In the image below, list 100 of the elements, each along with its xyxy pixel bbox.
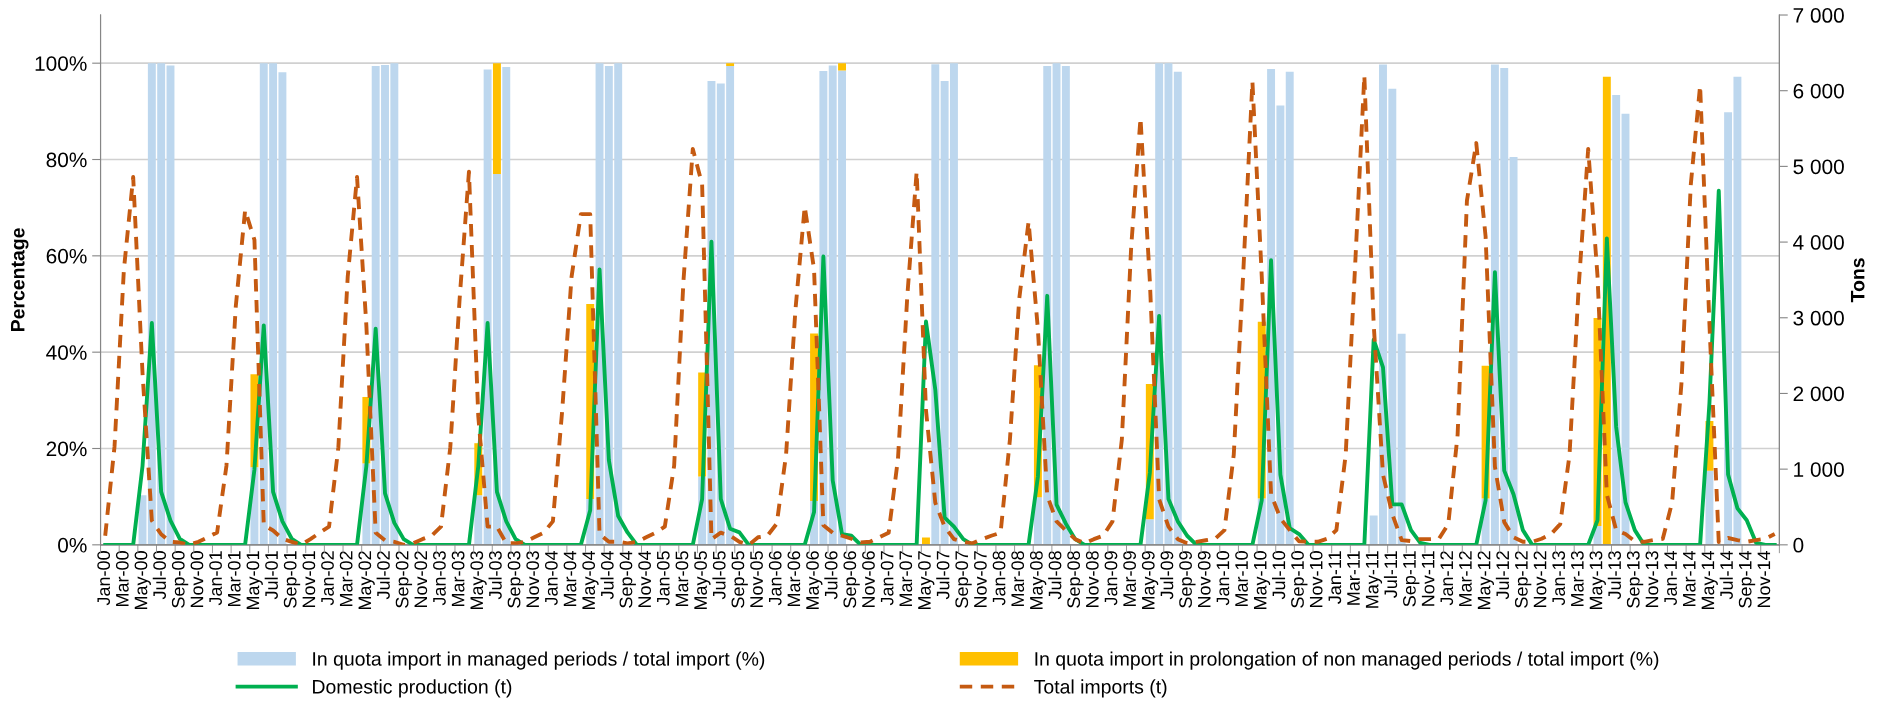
x-tick-label: May-00 <box>134 551 151 610</box>
x-tick-label: May-06 <box>806 551 823 610</box>
x-tick-label: Sep-03 <box>507 551 524 608</box>
y-tick-label: 100% <box>35 56 87 71</box>
x-tick-label: Nov-11 <box>1421 551 1435 606</box>
x-tick-label: May-13 <box>1589 551 1606 610</box>
x-tick-label: Nov-12 <box>1533 551 1547 608</box>
x-tick-label: Nov-10 <box>1309 551 1323 608</box>
x-tick-label: Nov-14 <box>1757 550 1771 608</box>
x-tick-label: Mar-00 <box>115 551 129 607</box>
x-tick-label: Jan-08 <box>992 551 1006 606</box>
y-tick-label: 80% <box>46 152 87 168</box>
x-tick-label: Mar-02 <box>339 551 353 607</box>
x-tick-label: Nov-00 <box>190 551 204 608</box>
bar <box>726 63 735 67</box>
y2-tick-label: 6 000 <box>1793 83 1844 99</box>
x-tick-label: Nov-05 <box>750 551 763 608</box>
x-tick-label: Jul-14 <box>1719 550 1733 600</box>
x-tick-label: Mar-10 <box>1235 551 1248 607</box>
x-tick-label: Nov-09 <box>1197 551 1211 608</box>
x-tick-label: Sep-12 <box>1514 551 1532 608</box>
x-tick-label: May-05 <box>694 551 711 610</box>
x-tick-label: Mar-07 <box>899 551 913 607</box>
x-tick-label: Mar-01 <box>227 551 241 607</box>
x-tick-label: Nov-03 <box>526 551 540 608</box>
x-tick-label: Jul-08 <box>1048 551 1062 600</box>
y2-axis-title: Tons <box>1850 258 1865 303</box>
x-tick-label: May-11 <box>1365 551 1383 608</box>
bar <box>474 495 483 545</box>
x-tick-label: Jan-12 <box>1440 551 1454 606</box>
x-tick-label: Nov-02 <box>414 551 428 608</box>
x-tick-label: Jan-11 <box>1328 551 1342 604</box>
x-tick-label: Sep-02 <box>395 551 413 608</box>
x-tick-label: May-03 <box>470 551 487 610</box>
x-tick-label: Jan-05 <box>656 551 670 606</box>
bar <box>838 63 846 71</box>
x-tick-label: Nov-08 <box>1085 551 1099 608</box>
x-tick-label: Sep-09 <box>1179 551 1196 608</box>
x-tick-label: Jan-10 <box>1216 551 1230 606</box>
legend-label: In quota import in prolongation of non managed periods / total import (%) <box>1035 651 1659 670</box>
bar <box>492 63 501 174</box>
x-tick-label: Jul-09 <box>1160 551 1174 600</box>
x-tick-label: Jan-09 <box>1104 551 1118 606</box>
x-tick-label: Mar-09 <box>1123 551 1137 607</box>
legend-label: In quota import in managed periods / total import (%) <box>313 651 765 670</box>
x-tick-label: Jan-00 <box>97 551 111 606</box>
x-tick-label: Sep-08 <box>1067 551 1084 608</box>
x-tick-label: Mar-03 <box>451 551 465 607</box>
bar <box>1509 157 1518 545</box>
bar <box>1397 333 1406 545</box>
y-tick-label: 0% <box>58 537 87 553</box>
x-tick-label: Jul-01 <box>264 551 278 600</box>
x-tick-label: May-04 <box>582 550 599 610</box>
x-tick-label: Nov-06 <box>862 551 875 608</box>
x-tick-label: May-10 <box>1253 551 1271 610</box>
x-tick-label: Jul-12 <box>1495 551 1510 600</box>
x-tick-label: May-02 <box>358 551 375 610</box>
x-tick-label: Jan-07 <box>880 551 894 606</box>
x-tick-label: Mar-06 <box>787 551 801 607</box>
x-tick-label: Mar-14 <box>1683 550 1696 607</box>
x-tick-label: Jul-03 <box>488 551 502 600</box>
x-tick-label: Sep-01 <box>283 551 301 608</box>
x-tick-label: May-09 <box>1141 551 1159 610</box>
bar <box>1173 71 1182 545</box>
x-tick-label: Jan-14 <box>1664 550 1677 606</box>
x-tick-label: Mar-11 <box>1347 551 1360 605</box>
y2-tick-label: 2 000 <box>1793 386 1844 402</box>
x-tick-label: Jul-02 <box>376 551 390 600</box>
y-tick-label: 20% <box>46 441 87 457</box>
x-tick-label: May-07 <box>918 551 935 610</box>
x-tick-label: Jan-03 <box>433 551 446 606</box>
y2-tick-label: 1 000 <box>1794 462 1844 477</box>
y-tick-label: 60% <box>46 248 87 264</box>
x-tick-label: Jul-00 <box>152 551 167 600</box>
x-tick-label: Jan-13 <box>1552 551 1566 606</box>
x-tick-label: Nov-04 <box>638 550 652 608</box>
x-tick-label: Jul-04 <box>600 550 614 600</box>
y-tick-label: 40% <box>46 345 87 360</box>
x-tick-label: Jul-05 <box>712 551 726 600</box>
x-tick-label: Nov-07 <box>974 551 987 608</box>
x-tick-label: Jul-07 <box>936 551 950 600</box>
y2-tick-label: 4 000 <box>1793 235 1844 250</box>
x-tick-label: Sep-06 <box>843 551 860 608</box>
x-tick-label: May-08 <box>1029 551 1047 610</box>
x-tick-label: Jul-11 <box>1383 551 1398 598</box>
x-tick-label: Jul-13 <box>1607 551 1622 600</box>
x-tick-label: Jan-06 <box>768 551 782 606</box>
x-tick-label: Mar-05 <box>675 551 689 607</box>
x-tick-label: May-14 <box>1701 550 1718 610</box>
x-tick-label: Jul-06 <box>824 551 838 600</box>
x-tick-label: Mar-13 <box>1570 551 1584 607</box>
x-tick-label: Sep-10 <box>1291 551 1308 608</box>
x-tick-label: Mar-04 <box>563 550 577 607</box>
y2-tick-label: 3 000 <box>1793 310 1844 326</box>
y2-tick-label: 5 000 <box>1793 159 1844 175</box>
x-tick-label: Nov-01 <box>302 551 316 608</box>
x-tick-label: Jan-01 <box>209 551 222 606</box>
x-tick-label: Jan-02 <box>321 551 334 606</box>
y-axis-title: Percentage <box>11 228 29 332</box>
x-tick-label: Jul-10 <box>1271 551 1286 600</box>
